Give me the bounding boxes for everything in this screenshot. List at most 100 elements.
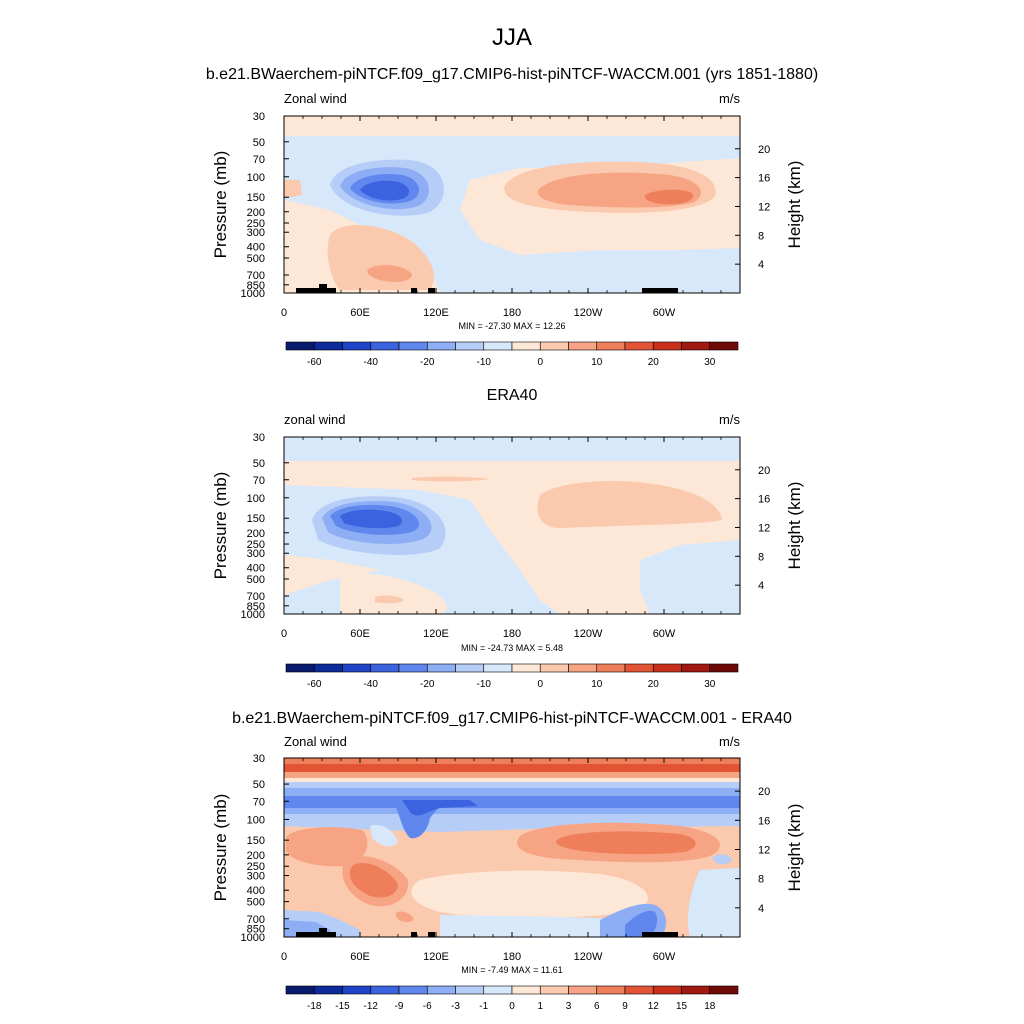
panel-1-pressure-tick-label: 700 <box>247 270 265 282</box>
panel-2-pressure-tick-label: 1000 <box>241 609 265 621</box>
panel-1-colorbar-box <box>313 341 343 351</box>
panel-2-height-tick-label: 16 <box>758 494 770 506</box>
panel-3-lower-red-left <box>396 911 414 923</box>
panel-1-colorbar-box <box>511 341 541 351</box>
panel-2-colorbar-box <box>483 663 513 673</box>
panel-1-colorbar-label: -10 <box>477 357 492 368</box>
panel-2-pressure-tick-label: 300 <box>247 548 265 560</box>
panel-1-height-tick-label: 16 <box>758 173 770 185</box>
panel-3-pressure-tick-label: 1000 <box>241 932 265 944</box>
panel-3-light-blue-ridge <box>370 824 398 847</box>
panel-2-colorbar-box <box>596 663 626 673</box>
panel-1-pressure-tick-label: 850 <box>247 280 265 292</box>
panel-1-colorbar-box <box>681 341 711 351</box>
panel-2-colorbar-box <box>398 663 428 673</box>
panel-3-colorbar-box <box>568 985 598 995</box>
panel-3-topography-5 <box>642 932 678 937</box>
panel-3-colorbar-box <box>652 985 682 995</box>
panel-1-colorbar-box <box>652 341 682 351</box>
panel-3-pressure-tick-label: 100 <box>247 814 265 826</box>
panel-2-colorbar-box <box>709 663 739 673</box>
panel-3-surface-pale-mid <box>440 915 650 937</box>
panel-3-colorbar-box <box>511 985 541 995</box>
panel-3-colorbar-box <box>398 985 428 995</box>
panel-3-band-blue-5 <box>284 814 740 832</box>
panel-2-lon-tick-label: 60W <box>653 628 676 640</box>
panel-2-lon-tick-label: 120W <box>574 628 603 640</box>
panel-1-height-tick-label: 20 <box>758 144 770 156</box>
panel-1-colorbar-box <box>483 341 513 351</box>
panel-1-lon-tick-label: 60E <box>350 307 370 319</box>
panel-2-colorbar-box <box>652 663 682 673</box>
panel-2-units: m/s <box>719 412 740 427</box>
panel-3-right-edge-blue-dot <box>712 854 732 865</box>
panel-1-colorbar-label: -40 <box>364 357 379 368</box>
panel-3-colorbar-label: 18 <box>704 1001 716 1012</box>
panel-3-upper-red-right-core <box>556 831 696 855</box>
panel-2-pressure-tick-label: 30 <box>253 432 265 444</box>
panel-2-lon-tick-label: 60E <box>350 628 370 640</box>
panel-3-pressure-tick-label: 850 <box>247 924 265 936</box>
panel-1-colorbar-box <box>709 341 739 351</box>
panel-3-colorbar-box <box>596 985 626 995</box>
panel-3-pressure-tick-label: 300 <box>247 871 265 883</box>
panel-2-pressure-tick-label: 100 <box>247 493 265 505</box>
panel-3-title: b.e21.BWaerchem-piNTCF.f09_g17.CMIP6-his… <box>232 710 792 727</box>
panel-3-height-tick-label: 20 <box>758 786 770 798</box>
panel-2-colorbar-label: 0 <box>537 679 543 690</box>
panel-3-colorbar-box <box>285 985 315 995</box>
panel-3-band-blue-4 <box>284 808 740 814</box>
panel-3-pressure-tick-label: 150 <box>247 835 265 847</box>
panel-2-height-axis-title: Height (km) <box>785 482 804 570</box>
panel-2-pressure-axis-title: Pressure (mb) <box>211 472 230 580</box>
panel-1-units: m/s <box>719 91 740 106</box>
panel-1-height-tick-label: 8 <box>758 230 764 242</box>
panel-1-easterly-jet-max <box>360 180 410 201</box>
panel-2-colorbar-box <box>313 663 343 673</box>
panel-2: ERA40 zonal wind m/s MIN = -24.73 MAX = … <box>283 387 741 690</box>
panel-2-height-tick-label: 20 <box>758 465 770 477</box>
panel-3-left-label: Zonal wind <box>284 734 347 749</box>
panel-2-colorbar-box <box>568 663 598 673</box>
panel-3-colorbar: -18 -15 -12 -9 -6 -3 -1 0 1 3 6 9 12 15 18 <box>285 985 739 1012</box>
panel-3-colorbar-box <box>313 985 343 995</box>
panel-3-band-top-3 <box>284 772 740 778</box>
panel-2-lon-tick-label: 180 <box>503 628 521 640</box>
panel-3-colorbar-box <box>483 985 513 995</box>
panel-3-lon-tick-label: 60E <box>350 951 370 963</box>
panel-1-colorbar-label: -20 <box>420 357 435 368</box>
panel-3-height-tick-label: 4 <box>758 903 764 915</box>
panel-2-title: ERA40 <box>487 387 538 404</box>
panel-3-mid-red-core <box>349 863 398 898</box>
panel-3-height-tick-label: 16 <box>758 815 770 827</box>
panel-3: b.e21.BWaerchem-piNTCF.f09_g17.CMIP6-his… <box>232 710 792 1012</box>
panel-3-colorbar-label: 3 <box>566 1001 572 1012</box>
panel-1-colorbar-box <box>342 341 372 351</box>
panel-1-pressure-tick-label: 100 <box>247 172 265 184</box>
panel-3-pressure-axis-title: Pressure (mb) <box>211 794 230 902</box>
panel-3-pressure-tick-label: 500 <box>247 897 265 909</box>
panel-3-lon-tick-label: 120W <box>574 951 603 963</box>
panel-1-stats: MIN = -27.30 MAX = 12.26 <box>458 321 565 331</box>
panel-1-height-tick-label: 4 <box>758 259 764 271</box>
panel-3-colorbar-label: 9 <box>622 1001 628 1012</box>
panel-3-colorbar-box <box>709 985 739 995</box>
panel-3-pressure-tick-label: 30 <box>253 753 265 765</box>
panel-1-colorbar-label: 30 <box>704 357 716 368</box>
panel-2-colorbar: -60 -40 -20 -10 0 10 20 30 <box>285 663 739 690</box>
panel-2-pressure-tick-label: 70 <box>253 475 265 487</box>
panel-2-colorbar-label: 10 <box>591 679 603 690</box>
panel-2-westerly-band <box>537 481 722 528</box>
panel-1-pressure-tick-label: 400 <box>247 242 265 254</box>
panel-1-lon-tick-label: 60W <box>653 307 676 319</box>
panel-1-colorbar-box <box>398 341 428 351</box>
panel-3-colorbar-label: -6 <box>423 1001 432 1012</box>
panel-2-colorbar-label: 30 <box>704 679 716 690</box>
panel-2-upper-westerly-streak <box>412 476 490 482</box>
panel-3-band-blue-2 <box>284 788 740 796</box>
panel-3-colorbar-label: -3 <box>451 1001 460 1012</box>
panel-1-colorbar-box <box>426 341 456 351</box>
panel-1-colorbar-box <box>370 341 400 351</box>
panel-3-colorbar-label: 12 <box>648 1001 660 1012</box>
panel-2-height-tick-label: 4 <box>758 580 764 592</box>
